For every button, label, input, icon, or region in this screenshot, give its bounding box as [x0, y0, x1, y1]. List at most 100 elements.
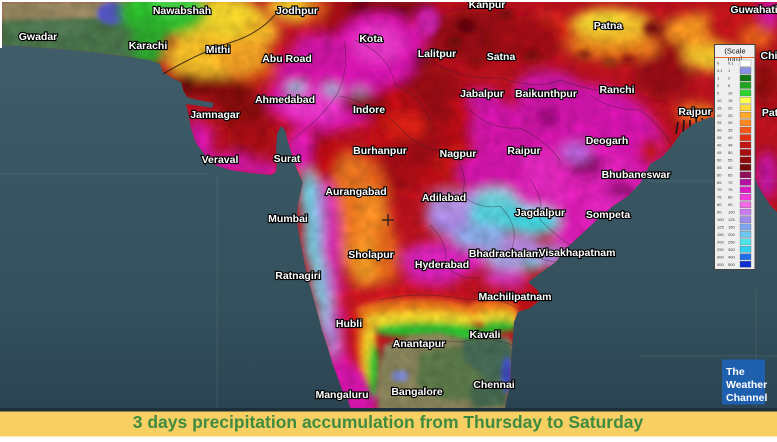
- svg-text:Veraval: Veraval: [202, 154, 239, 166]
- svg-text:Abu Road: Abu Road: [262, 53, 312, 65]
- svg-text:75: 75: [717, 195, 722, 200]
- svg-text:40: 40: [728, 135, 733, 140]
- svg-text:300: 300: [717, 254, 724, 259]
- svg-text:55: 55: [728, 158, 733, 163]
- svg-text:55: 55: [717, 165, 722, 170]
- svg-text:2: 2: [717, 83, 720, 88]
- svg-text:15: 15: [728, 98, 733, 103]
- svg-text:Mangaluru: Mangaluru: [315, 389, 368, 401]
- svg-text:75: 75: [728, 187, 733, 192]
- svg-text:mm): mm): [728, 54, 743, 63]
- svg-text:Kanpur: Kanpur: [469, 0, 506, 11]
- svg-text:125: 125: [717, 225, 724, 230]
- svg-text:Burhanpur: Burhanpur: [353, 145, 407, 157]
- svg-text:Kavali: Kavali: [470, 329, 501, 341]
- svg-text:Kota: Kota: [359, 33, 382, 45]
- svg-text:90: 90: [728, 202, 733, 207]
- svg-text:Nagpur: Nagpur: [440, 148, 477, 160]
- svg-text:70: 70: [717, 187, 722, 192]
- svg-text:40: 40: [717, 143, 722, 148]
- svg-text:Mumbai: Mumbai: [268, 213, 308, 225]
- svg-text:100: 100: [717, 217, 724, 222]
- svg-text:20: 20: [728, 105, 733, 110]
- svg-text:Jagdalpur: Jagdalpur: [515, 207, 565, 219]
- svg-text:30: 30: [717, 128, 722, 133]
- svg-text:50: 50: [717, 158, 722, 163]
- svg-text:35: 35: [728, 128, 733, 133]
- svg-text:Hyderabad: Hyderabad: [415, 259, 469, 271]
- svg-text:Lalitpur: Lalitpur: [418, 48, 457, 60]
- svg-text:400: 400: [717, 262, 724, 267]
- svg-text:150: 150: [717, 232, 724, 237]
- svg-text:90: 90: [717, 210, 722, 215]
- svg-text:0.1: 0.1: [728, 61, 734, 66]
- svg-text:250: 250: [728, 239, 735, 244]
- svg-text:Gwadar: Gwadar: [19, 31, 58, 43]
- svg-text:10: 10: [728, 90, 733, 95]
- svg-text:20: 20: [717, 113, 722, 118]
- svg-text:65: 65: [728, 172, 733, 177]
- svg-text:30: 30: [728, 120, 733, 125]
- svg-text:300: 300: [728, 247, 735, 252]
- svg-text:45: 45: [717, 150, 722, 155]
- svg-text:Sompeta: Sompeta: [586, 209, 631, 221]
- svg-text:Ranchi: Ranchi: [599, 84, 634, 96]
- svg-text:Aurangabad: Aurangabad: [325, 186, 386, 198]
- svg-text:Jamnagar: Jamnagar: [190, 109, 240, 121]
- svg-text:Bangalore: Bangalore: [391, 386, 443, 398]
- svg-text:25: 25: [728, 113, 733, 118]
- svg-text:25: 25: [717, 120, 722, 125]
- svg-text:Chi: Chi: [761, 50, 777, 62]
- svg-text:Hubli: Hubli: [336, 318, 362, 330]
- svg-text:250: 250: [717, 247, 724, 252]
- svg-text:1: 1: [728, 68, 731, 73]
- svg-text:0.1: 0.1: [717, 68, 723, 73]
- svg-text:Mithi: Mithi: [206, 44, 231, 56]
- svg-text:15: 15: [717, 105, 722, 110]
- svg-text:125: 125: [728, 217, 735, 222]
- svg-text:10: 10: [717, 98, 722, 103]
- svg-text:(Scale: (Scale: [724, 47, 745, 56]
- svg-text:Patna: Patna: [594, 20, 623, 32]
- svg-text:0: 0: [717, 61, 720, 66]
- svg-text:Jodhpur: Jodhpur: [276, 5, 318, 17]
- svg-text:65: 65: [717, 180, 722, 185]
- svg-text:Indore: Indore: [353, 104, 385, 116]
- svg-text:35: 35: [717, 135, 722, 140]
- svg-text:150: 150: [728, 225, 735, 230]
- svg-text:Pat: Pat: [762, 107, 777, 119]
- svg-text:80: 80: [717, 202, 722, 207]
- svg-text:Chennai: Chennai: [473, 379, 515, 391]
- svg-text:60: 60: [728, 165, 733, 170]
- svg-text:400: 400: [728, 254, 735, 259]
- svg-text:Karachi: Karachi: [129, 40, 168, 52]
- svg-text:Baikunthpur: Baikunthpur: [515, 88, 577, 100]
- svg-text:Sholapur: Sholapur: [348, 249, 394, 261]
- svg-text:Adilabad: Adilabad: [422, 192, 466, 204]
- svg-text:Bhadrachalam: Bhadrachalam: [469, 248, 541, 260]
- svg-text:Deogarh: Deogarh: [586, 135, 629, 147]
- svg-text:Guwahati: Guwahati: [730, 4, 777, 16]
- svg-text:50: 50: [728, 150, 733, 155]
- svg-text:5: 5: [717, 90, 720, 95]
- svg-text:Satna: Satna: [487, 51, 516, 63]
- svg-text:Weather: Weather: [726, 379, 767, 391]
- svg-text:Raipur: Raipur: [507, 145, 540, 157]
- svg-text:500: 500: [728, 262, 735, 267]
- svg-text:Machilipatnam: Machilipatnam: [479, 291, 552, 303]
- svg-text:100: 100: [728, 210, 735, 215]
- svg-text:60: 60: [717, 172, 722, 177]
- svg-text:45: 45: [728, 143, 733, 148]
- svg-text:Channel: Channel: [726, 392, 768, 404]
- svg-text:200: 200: [717, 239, 724, 244]
- svg-text:The: The: [726, 366, 745, 378]
- svg-text:Rajpur: Rajpur: [678, 106, 711, 118]
- svg-text:Ahmedabad: Ahmedabad: [255, 94, 315, 106]
- svg-text:70: 70: [728, 180, 733, 185]
- svg-text:Bhubaneswar: Bhubaneswar: [602, 169, 671, 181]
- svg-text:1: 1: [717, 76, 720, 81]
- svg-text:Surat: Surat: [274, 153, 301, 165]
- svg-text:Anantapur: Anantapur: [393, 338, 446, 350]
- svg-text:3 days precipitation accumulat: 3 days precipitation accumulation from T…: [133, 412, 644, 432]
- svg-text:Nawabshah: Nawabshah: [153, 5, 211, 17]
